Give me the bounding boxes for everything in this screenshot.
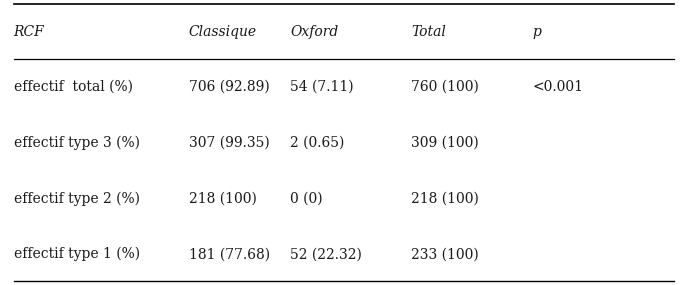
Text: Total: Total	[411, 25, 447, 39]
Text: 54 (7.11): 54 (7.11)	[290, 80, 354, 94]
Text: effectif type 1 (%): effectif type 1 (%)	[14, 247, 140, 261]
Text: effectif  total (%): effectif total (%)	[14, 80, 133, 94]
Text: Classique: Classique	[189, 25, 257, 39]
Text: <0.001: <0.001	[533, 80, 584, 94]
Text: 218 (100): 218 (100)	[189, 191, 257, 205]
Text: 307 (99.35): 307 (99.35)	[189, 135, 270, 150]
Text: 309 (100): 309 (100)	[411, 135, 479, 150]
Text: RCF: RCF	[14, 25, 44, 39]
Text: 233 (100): 233 (100)	[411, 247, 479, 261]
Text: effectif type 3 (%): effectif type 3 (%)	[14, 135, 140, 150]
Text: 181 (77.68): 181 (77.68)	[189, 247, 270, 261]
Text: Oxford: Oxford	[290, 25, 338, 39]
Text: 706 (92.89): 706 (92.89)	[189, 80, 270, 94]
Text: p: p	[533, 25, 541, 39]
Text: 2 (0.65): 2 (0.65)	[290, 135, 345, 150]
Text: 0 (0): 0 (0)	[290, 191, 323, 205]
Text: 52 (22.32): 52 (22.32)	[290, 247, 362, 261]
Text: effectif type 2 (%): effectif type 2 (%)	[14, 191, 140, 205]
Text: 218 (100): 218 (100)	[411, 191, 480, 205]
Text: 760 (100): 760 (100)	[411, 80, 480, 94]
